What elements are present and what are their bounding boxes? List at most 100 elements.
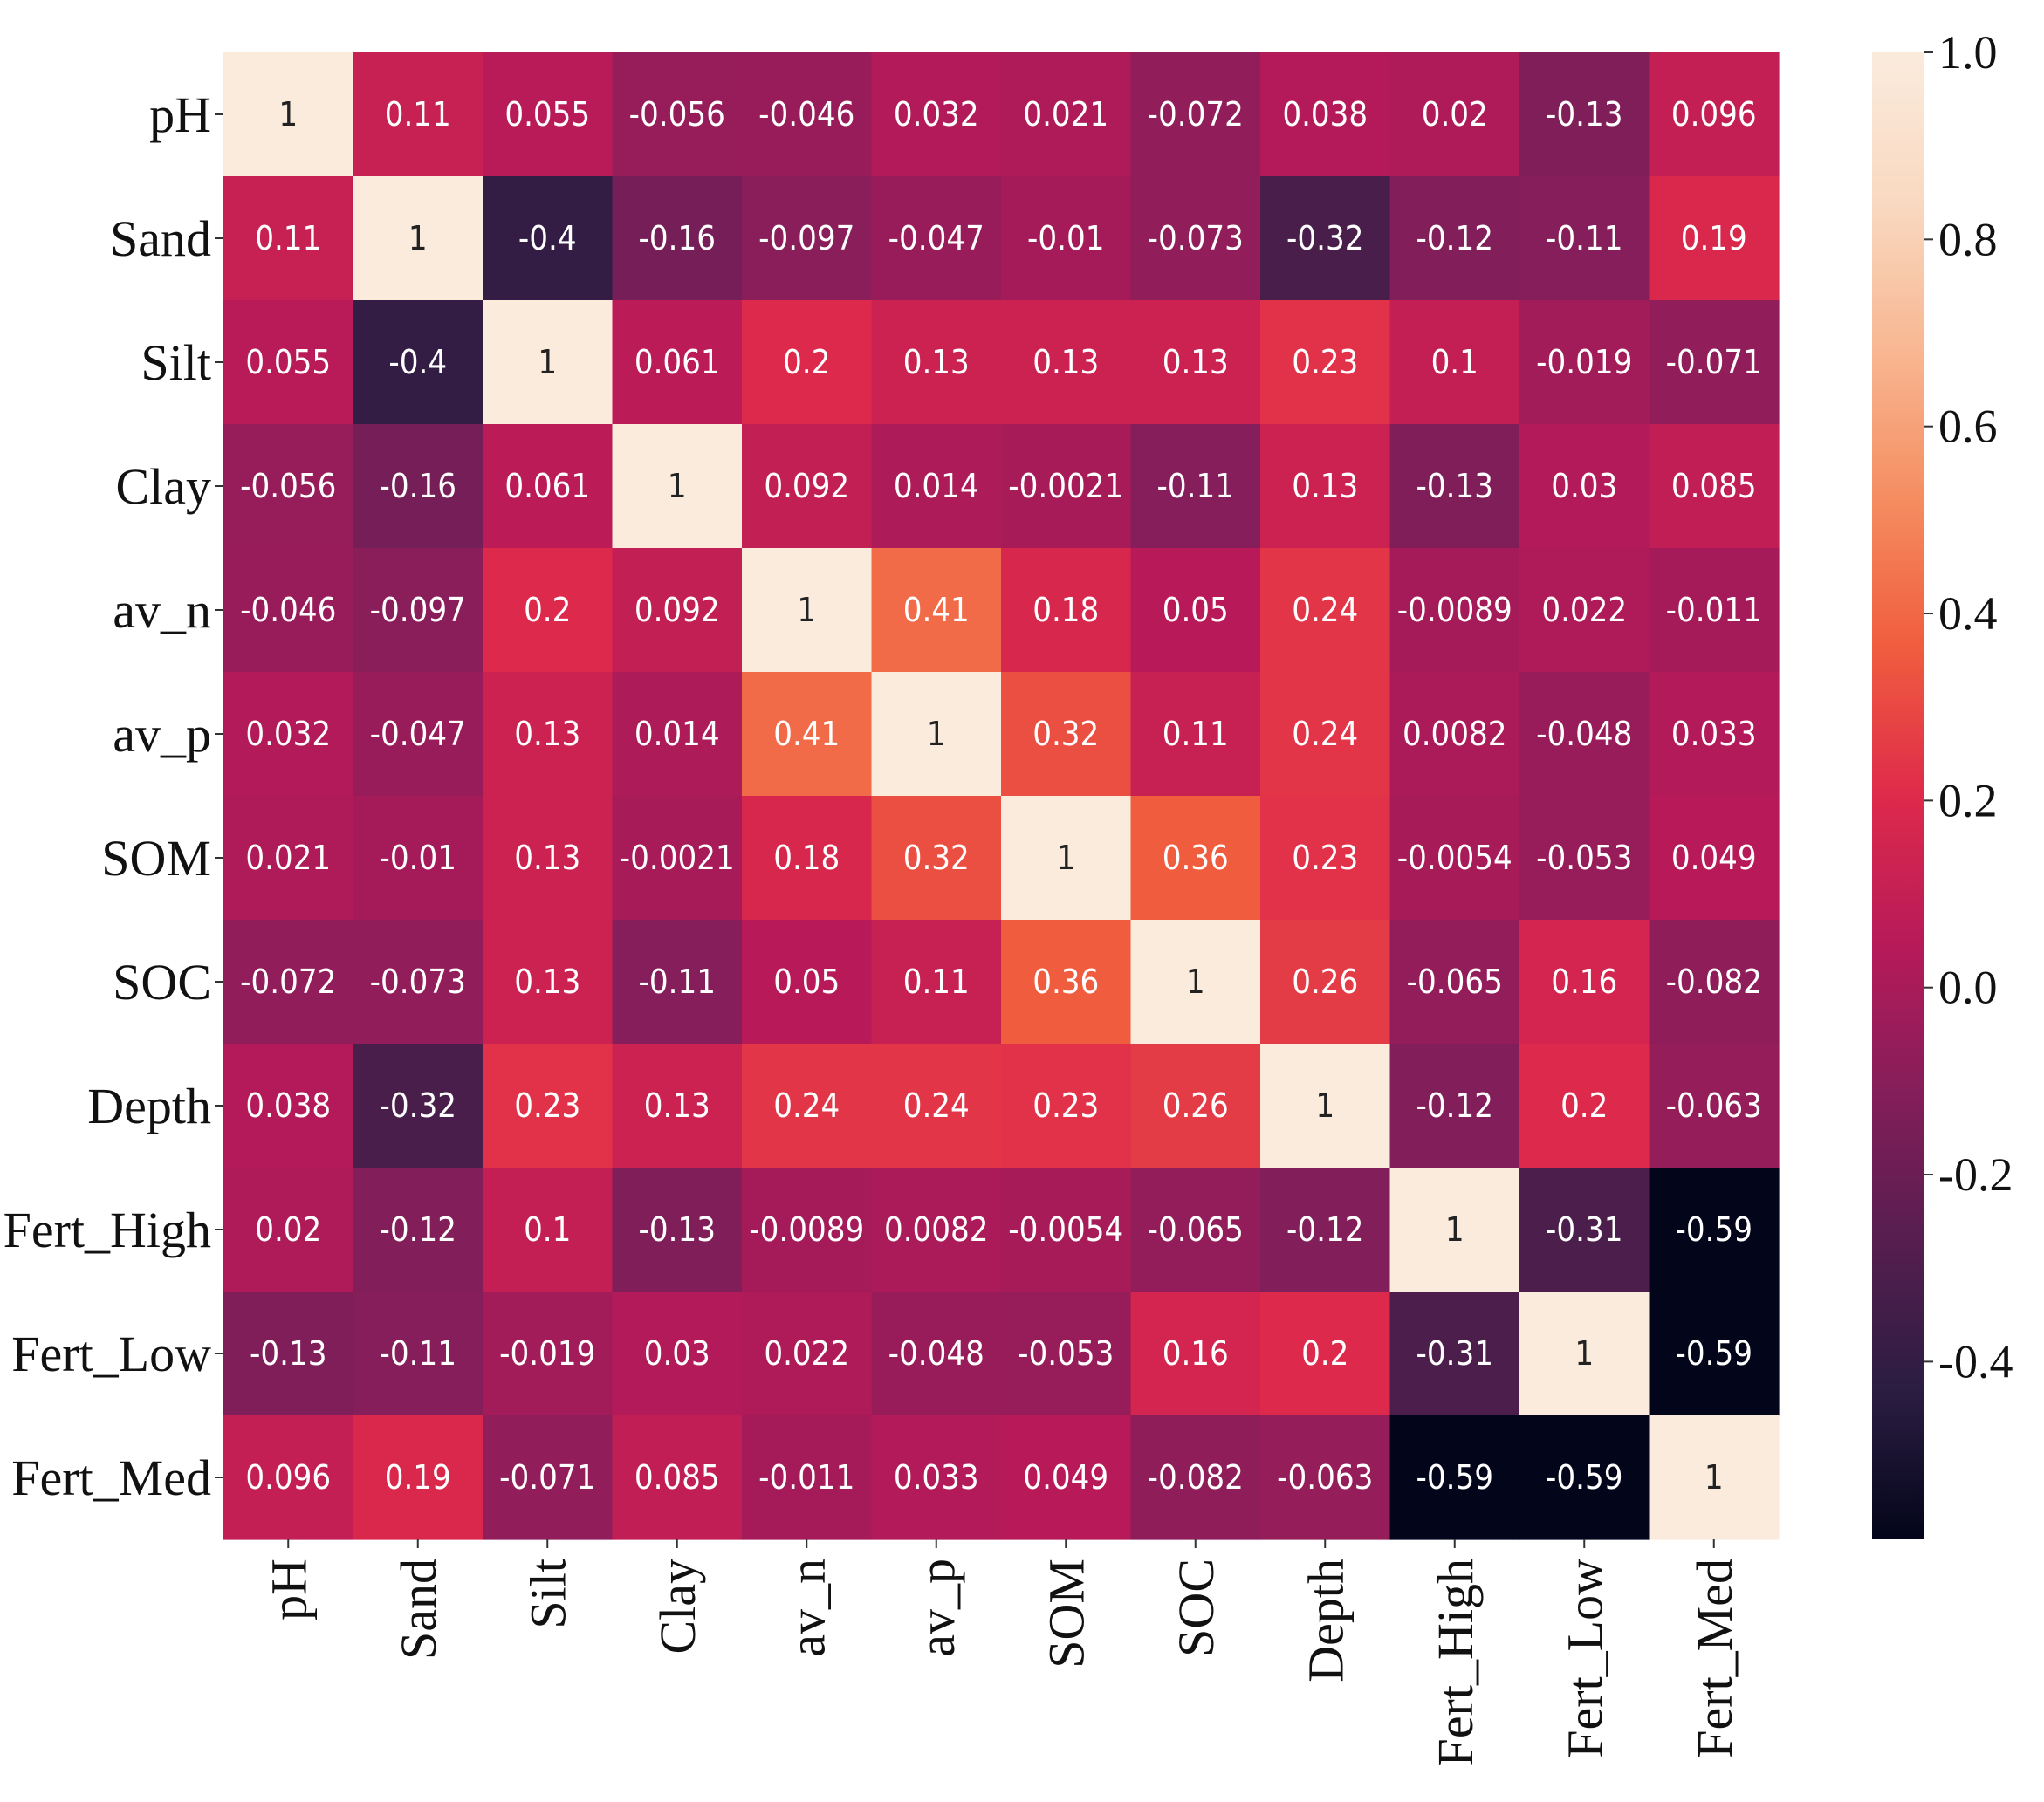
colorbar-tick-label: 0.6 (1938, 401, 1998, 453)
heatmap-cell-silt-sand (353, 300, 484, 425)
heatmap-cell-som-av-p (871, 796, 1002, 921)
cell-value-label: 0.049 (1023, 1458, 1108, 1497)
heatmap-cell-fert-low-av-n (742, 1292, 873, 1416)
colorbar-tick-label: 1.0 (1938, 26, 1998, 79)
cell-value-label: 0.23 (1292, 839, 1358, 877)
cell-value-label: 0.085 (634, 1458, 720, 1497)
heatmap-cell-fert-low-som (1001, 1292, 1132, 1416)
cell-value-label: 0.11 (255, 219, 321, 257)
heatmap-cell-ph-sand (353, 52, 484, 177)
heatmap-cell-av-n-clay (612, 548, 743, 673)
colorbar-tick-label: 0.0 (1938, 962, 1998, 1014)
cell-value-label: 0.085 (1671, 467, 1757, 505)
heatmap-cell-av-p-fert-med (1649, 672, 1780, 797)
cell-value-label: 0.022 (1541, 591, 1627, 629)
cell-value-label: -0.13 (1546, 95, 1622, 134)
heatmap-cell-fert-med-ph (223, 1415, 354, 1540)
heatmap-cell-fert-low-fert-high (1389, 1292, 1520, 1416)
cell-value-label: 0.02 (255, 1210, 321, 1249)
cell-value-label: -0.065 (1407, 963, 1503, 1001)
heatmap-cell-fert-med-som (1001, 1415, 1132, 1540)
heatmap-cell-som-av-n (742, 796, 873, 921)
heatmap-cell-av-p-sand (353, 672, 484, 797)
cell-value-label: -0.11 (1546, 219, 1622, 257)
heatmap-cell-fert-high-soc (1130, 1168, 1261, 1292)
heatmap-cell-av-p-fert-high (1389, 672, 1520, 797)
colorbar-tick-label: -0.2 (1938, 1148, 2013, 1201)
heatmap-cell-depth-clay (612, 1044, 743, 1168)
cell-value-label: -0.071 (1666, 343, 1762, 381)
cell-value-label: -0.082 (1148, 1458, 1244, 1497)
cell-value-label: -0.063 (1277, 1458, 1373, 1497)
heatmap-cell-depth-av-p (871, 1044, 1002, 1168)
cell-value-label: 0.36 (1032, 963, 1099, 1001)
row-labels: pH Sand Silt Clay av_n av_p SOM SOC Depth Fert_Hi… (3, 86, 223, 1506)
row-label-ph: pH (149, 86, 211, 143)
heatmap-cell-sand-depth (1260, 176, 1391, 301)
cell-value-label: 0.022 (764, 1334, 849, 1373)
heatmap-cell-depth-av-n (742, 1044, 873, 1168)
heatmap-cell-av-p-soc (1130, 672, 1261, 797)
heatmap-cell-fert-med-fert-med (1649, 1415, 1780, 1540)
cell-value-label: 0.2 (783, 343, 830, 381)
heatmap-cell-fert-med-clay (612, 1415, 743, 1540)
heatmap-cell-soc-silt (483, 920, 614, 1045)
cell-value-label: -0.11 (639, 963, 716, 1001)
cell-value-label: 0.13 (903, 343, 970, 381)
cell-value-label: 0.23 (514, 1086, 580, 1125)
cell-value-label: -0.071 (499, 1458, 595, 1497)
cell-value-label: -0.072 (1148, 95, 1244, 134)
row-label-clay: Clay (115, 458, 211, 515)
cell-value-label: 0.03 (1551, 467, 1617, 505)
heatmap-cell-soc-sand (353, 920, 484, 1045)
heatmap-cell-depth-sand (353, 1044, 484, 1168)
heatmap-cell-soc-fert-med (1649, 920, 1780, 1045)
heatmap-cell-clay-ph (223, 424, 354, 549)
row-label-fert-med: Fert_Med (11, 1449, 211, 1506)
cell-value-label: -0.13 (639, 1210, 716, 1249)
heatmap-cell-av-p-ph (223, 672, 354, 797)
cell-value-label: 1 (1056, 839, 1075, 877)
cell-value-label: 0.055 (504, 95, 590, 134)
cell-value-label: 1 (1315, 1086, 1334, 1125)
row-label-silt: Silt (141, 334, 211, 391)
cell-value-label: 1 (668, 467, 687, 505)
cell-value-label: 0.16 (1551, 963, 1617, 1001)
heatmap-cell-depth-ph (223, 1044, 354, 1168)
heatmap-cells: 1 0.11 0.055 -0.056 -0.046 0.032 0.021 -0.072 0.… (223, 52, 1780, 1540)
heatmap-cell-fert-high-sand (353, 1168, 484, 1292)
row-label-som: SOM (101, 830, 211, 887)
cell-value-label: 0.13 (514, 963, 580, 1001)
cell-value-label: -0.16 (380, 467, 456, 505)
cell-value-label: 0.18 (1032, 591, 1099, 629)
heatmap-cell-ph-fert-med (1649, 52, 1780, 177)
cell-value-label: 1 (278, 95, 298, 134)
heatmap-cell-silt-fert-low (1519, 300, 1650, 425)
heatmap-cell-silt-av-p (871, 300, 1002, 425)
column-label-silt: Silt (519, 1559, 576, 1629)
cell-value-label: 1 (408, 219, 428, 257)
cell-value-label: 0.13 (1163, 343, 1229, 381)
heatmap-cell-av-n-fert-high (1389, 548, 1520, 673)
cell-value-label: 1 (1186, 963, 1205, 1001)
heatmap-cell-ph-clay (612, 52, 743, 177)
cell-value-label: 0.092 (634, 591, 720, 629)
heatmap-cell-fert-high-som (1001, 1168, 1132, 1292)
heatmap-cell-fert-high-fert-high (1389, 1168, 1520, 1292)
heatmap-cell-fert-med-depth (1260, 1415, 1391, 1540)
cell-value-label: 1 (538, 343, 557, 381)
cell-value-label: 0.038 (1282, 95, 1368, 134)
heatmap-cell-sand-ph (223, 176, 354, 301)
cell-value-label: 0.0082 (884, 1210, 989, 1249)
column-label-av-p: av_p (909, 1559, 965, 1657)
heatmap-cell-fert-high-av-p (871, 1168, 1002, 1292)
heatmap-cell-soc-clay (612, 920, 743, 1045)
cell-value-label: 1 (797, 591, 816, 629)
cell-value-label: 0.032 (894, 95, 979, 134)
heatmap-cell-av-n-som (1001, 548, 1132, 673)
cell-value-label: 0.092 (764, 467, 849, 505)
cell-value-label: 0.26 (1292, 963, 1358, 1001)
heatmap-cell-soc-fert-high (1389, 920, 1520, 1045)
cell-value-label: -0.32 (1286, 219, 1363, 257)
